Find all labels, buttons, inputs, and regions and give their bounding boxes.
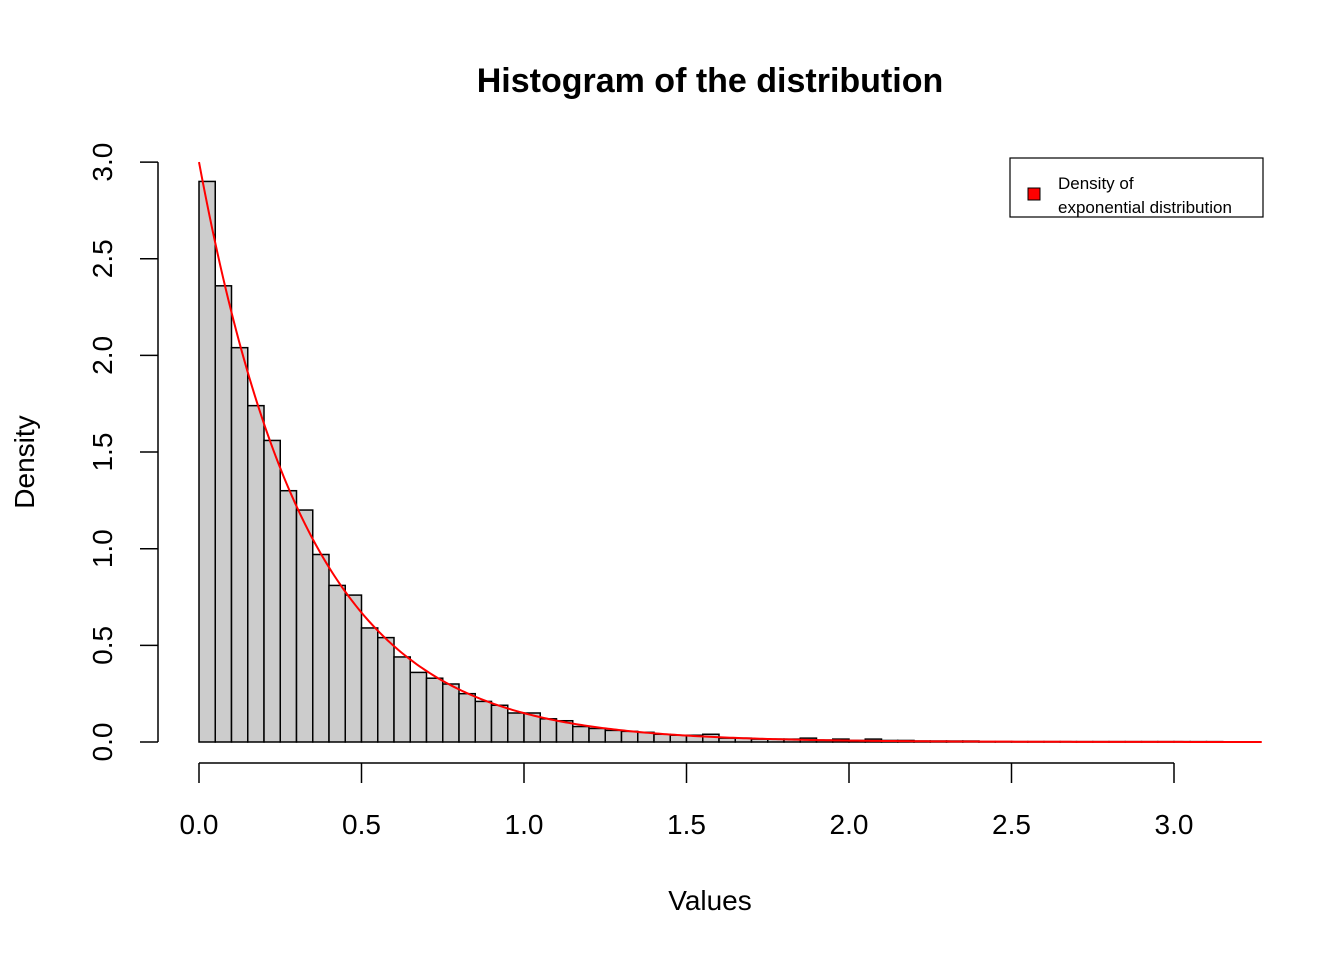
histogram-bar — [312, 553, 330, 743]
histogram-bar — [442, 683, 460, 743]
x-tick-label: 1.0 — [505, 809, 544, 840]
y-tick-label: 1.5 — [87, 433, 118, 472]
x-tick-label: 0.5 — [342, 809, 381, 840]
histogram-bar — [279, 489, 298, 743]
histogram-bar — [588, 727, 606, 743]
legend-swatch — [1027, 187, 1041, 201]
x-tick-label: 2.5 — [992, 809, 1031, 840]
x-tick-label: 3.0 — [1155, 809, 1194, 840]
x-tick-label: 2.0 — [830, 809, 869, 840]
y-tick-label: 1.0 — [87, 529, 118, 568]
legend-line-1: Density of — [1058, 174, 1134, 193]
histogram-bar — [458, 692, 476, 743]
x-tick-label: 0.0 — [180, 809, 219, 840]
y-tick-label: 0.0 — [87, 723, 118, 762]
histogram-bar — [263, 439, 281, 743]
legend: Density of exponential distribution — [1009, 157, 1264, 218]
y-tick-label: 3.0 — [87, 143, 118, 182]
histogram-bar — [490, 704, 509, 743]
chart-title: Histogram of the distribution — [477, 62, 944, 100]
histogram-bar — [328, 584, 346, 743]
x-axis: 0.0 0.5 1.0 1.5 2.0 2.5 3.0 — [180, 762, 1194, 840]
y-tick-label: 2.5 — [87, 239, 118, 278]
histogram-bar — [214, 285, 233, 743]
histogram-bar — [377, 636, 395, 743]
histogram-bar — [425, 677, 444, 743]
histogram-bar — [295, 509, 314, 743]
y-tick-label: 2.0 — [87, 336, 118, 375]
x-tick-label: 1.5 — [667, 809, 706, 840]
histogram-bar — [620, 730, 639, 743]
histogram-bar — [539, 718, 558, 743]
histogram-bar — [247, 404, 265, 743]
histogram-bar — [409, 671, 428, 743]
histogram-bar — [572, 725, 590, 743]
histogram-bar — [393, 656, 411, 743]
histogram-bar — [604, 729, 623, 743]
histogram-bar — [360, 627, 379, 743]
y-axis: 0.0 0.5 1.0 1.5 2.0 2.5 3.0 — [87, 143, 159, 762]
y-axis-label: Density — [9, 415, 40, 508]
histogram-bar — [474, 700, 493, 743]
legend-line-2: exponential distribution — [1058, 198, 1232, 217]
density-curve — [198, 161, 1262, 743]
y-tick-label: 0.5 — [87, 626, 118, 665]
histogram-bar — [344, 594, 363, 743]
legend-box — [1009, 157, 1264, 218]
histogram-bar — [507, 712, 525, 743]
histogram-bar — [702, 733, 720, 743]
histogram-bar — [230, 346, 249, 743]
x-axis-label: Values — [668, 885, 752, 916]
histogram-bars — [198, 180, 1224, 743]
histogram-bar — [653, 733, 671, 743]
histogram-bar — [198, 180, 216, 743]
